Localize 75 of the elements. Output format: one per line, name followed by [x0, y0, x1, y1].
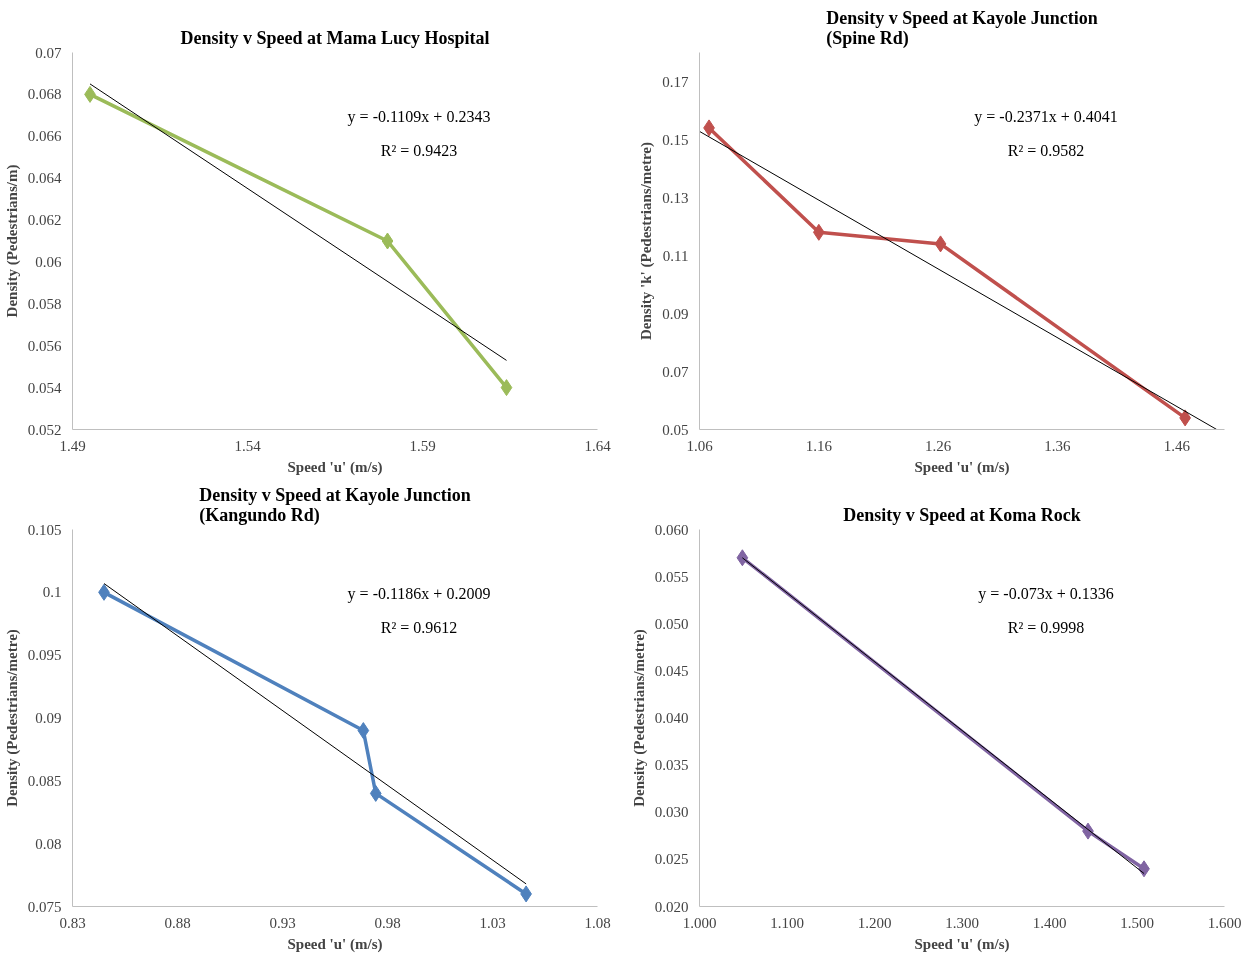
x-tick-label: 0.98: [374, 914, 401, 931]
x-tick-label: 1.46: [1163, 437, 1191, 454]
y-tick-label: 0.07: [35, 44, 62, 61]
y-tick-label: 0.07: [662, 363, 689, 380]
y-tick-label: 0.056: [27, 337, 62, 354]
y-tick-label: 0.09: [662, 305, 689, 322]
y-tick-label: 0.05: [662, 421, 689, 438]
x-tick-label: 1.26: [925, 437, 952, 454]
x-tick-label: 1.200: [857, 914, 892, 931]
chart-title: Density v Speed at Kayole Junction (Spine Rd): [826, 7, 1098, 49]
annotation: y = -0.1186x + 0.2009: [347, 585, 491, 604]
y-axis-title: Density (Pedestrians/metre): [3, 629, 21, 807]
y-tick-label: 0.105: [27, 521, 62, 538]
x-tick-label: 1.36: [1044, 437, 1072, 454]
x-axis-title: Speed 'u' (m/s): [914, 935, 1010, 953]
y-tick-label: 0.068: [27, 86, 62, 103]
y-tick-label: 0.1: [42, 584, 62, 601]
y-tick-label: 0.064: [27, 170, 62, 187]
x-tick-label: 1.500: [1120, 914, 1154, 931]
annotation: R² = 0.9998: [1007, 619, 1085, 637]
y-tick-label: 0.054: [27, 379, 62, 396]
y-tick-label: 0.060: [654, 521, 689, 538]
y-tick-label: 0.025: [654, 851, 689, 868]
y-tick-label: 0.045: [654, 662, 689, 679]
x-tick-label: 0.83: [59, 914, 86, 931]
chart-title: Density v Speed at Koma Rock: [843, 504, 1081, 525]
y-tick-label: 0.09: [35, 710, 62, 726]
annotation: R² = 0.9423: [380, 142, 458, 160]
x-axis-title: Speed 'u' (m/s): [287, 458, 383, 476]
annotation: y = -0.2371x + 0.4041: [974, 108, 1118, 127]
x-tick-label: 1.54: [234, 437, 262, 454]
x-axis-title: Speed 'u' (m/s): [287, 935, 383, 953]
annotation: R² = 0.9582: [1007, 142, 1085, 160]
x-tick-label: 1.49: [59, 437, 86, 454]
x-tick-label: 1.16: [805, 437, 833, 454]
x-tick-label: 1.03: [479, 914, 506, 931]
x-tick-label: 1.600: [1207, 914, 1242, 931]
chart-title: Density v Speed at Mama Lucy Hospital: [180, 27, 490, 48]
x-axis-title: Speed 'u' (m/s): [914, 458, 1010, 476]
x-tick-label: 1.100: [770, 914, 804, 931]
y-tick-label: 0.040: [654, 710, 689, 726]
y-axis-title: Density 'k' (Pedestrians/metre): [638, 141, 656, 341]
annotation: y = -0.073x + 0.1336: [978, 585, 1114, 604]
y-tick-label: 0.055: [654, 568, 689, 585]
chart-title: Density v Speed at Kayole Junction (Kangundo Rd): [199, 484, 471, 526]
annotation: y = -0.1109x + 0.2343: [347, 108, 491, 127]
y-tick-label: 0.075: [27, 898, 62, 915]
y-tick-label: 0.17: [662, 73, 689, 90]
y-tick-label: 0.06: [35, 253, 62, 270]
y-tick-label: 0.066: [27, 128, 62, 145]
y-tick-label: 0.020: [654, 898, 689, 915]
annotation: R² = 0.9612: [380, 619, 458, 637]
x-tick-label: 1.06: [686, 437, 714, 454]
x-tick-label: 0.88: [164, 914, 191, 931]
x-tick-label: 1.08: [584, 914, 611, 931]
x-tick-label: 1.400: [1032, 914, 1067, 931]
x-tick-label: 1.64: [584, 437, 612, 454]
y-tick-label: 0.095: [27, 647, 62, 664]
y-axis-title: Density (Pedestrians/metre): [630, 629, 648, 807]
y-tick-label: 0.062: [27, 212, 62, 229]
y-tick-label: 0.052: [27, 421, 62, 438]
y-tick-label: 0.030: [654, 804, 689, 821]
y-tick-label: 0.085: [27, 772, 62, 789]
y-tick-label: 0.08: [35, 835, 62, 852]
y-tick-label: 0.11: [662, 247, 689, 264]
x-tick-label: 1.59: [409, 437, 436, 454]
x-tick-label: 1.300: [945, 914, 979, 931]
x-tick-label: 0.93: [269, 914, 296, 931]
y-axis-title: Density (Pedestrians/m): [3, 164, 21, 318]
x-tick-label: 1.000: [682, 914, 717, 931]
y-tick-label: 0.050: [654, 615, 689, 632]
y-tick-label: 0.13: [662, 189, 689, 206]
y-tick-label: 0.035: [654, 757, 689, 774]
y-tick-label: 0.058: [27, 295, 62, 312]
y-tick-label: 0.15: [662, 131, 689, 148]
